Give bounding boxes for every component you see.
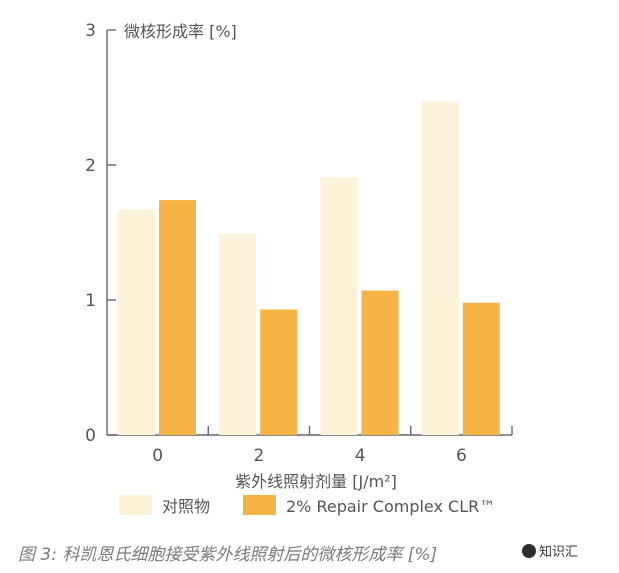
bar-chart: 0 1 2 3 微核形成率 [%] 0 2 4 6 紫外线照射剂量 [J/m²] 对照物 2% Re… [85,21,513,516]
y-tick-label: 0 [85,426,96,446]
y-axis-title: 微核形成率 [%] [124,22,237,41]
bar [219,233,257,435]
legend-swatch [243,495,276,515]
watermark: 知识汇 [522,541,578,560]
bar [320,177,358,435]
chart-labels: 0 1 2 3 微核形成率 [%] 0 2 4 6 紫外线照射剂量 [J/m²] [85,21,467,491]
legend-swatch [119,495,152,515]
watermark-text: 知识汇 [539,545,579,560]
y-tick-label: 3 [85,21,96,41]
figure-caption: 图 3: 科凯恩氏细胞接受紫外线照射后的微核形成率 [%] [18,545,438,565]
legend-label: 对照物 [162,497,210,516]
chart-legend: 对照物 2% Repair Complex CLR™ [119,495,495,516]
y-tick-label: 1 [85,291,96,311]
x-tick-label: 2 [253,446,264,466]
bar [361,290,399,435]
x-tick-label: 4 [355,446,366,466]
x-tick-label: 0 [152,446,163,466]
bar [462,302,500,435]
bar [260,309,298,435]
legend-label: 2% Repair Complex CLR™ [286,497,495,516]
bar [118,209,155,435]
chart-bars [118,101,500,436]
x-tick-label: 6 [456,446,467,466]
y-tick-label: 2 [85,156,96,176]
x-axis-title: 紫外线照射剂量 [J/m²] [235,472,397,491]
bar [421,101,459,436]
bar [159,200,196,435]
watermark-logo-icon [522,544,536,558]
